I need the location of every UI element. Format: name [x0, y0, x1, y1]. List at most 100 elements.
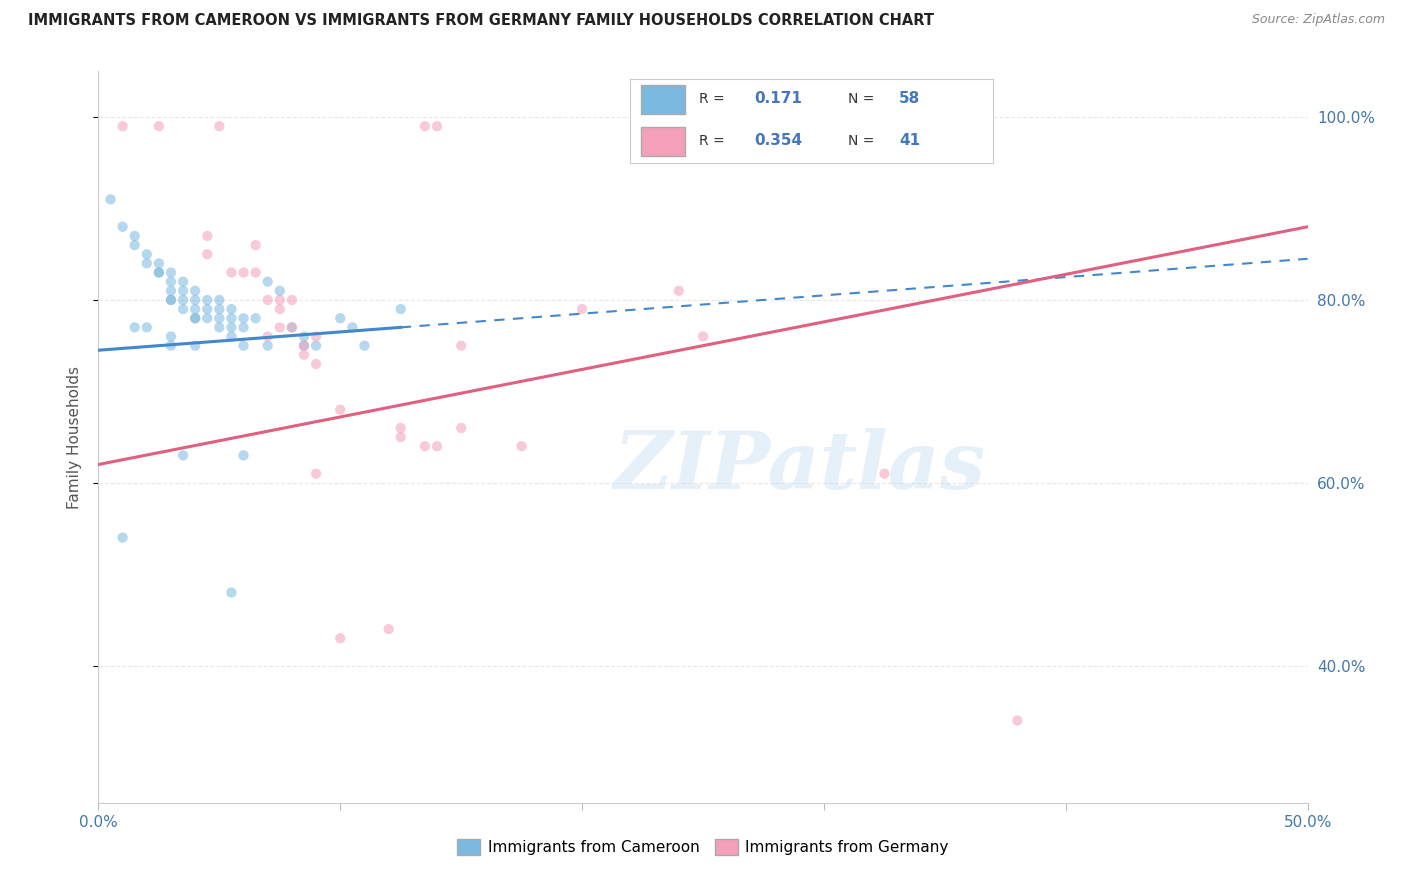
Point: [305, 339, 328, 353]
Point: [124, 320, 146, 334]
Point: [668, 284, 690, 298]
Point: [292, 329, 315, 343]
Point: [292, 339, 315, 353]
Point: [184, 311, 207, 326]
Point: [256, 275, 278, 289]
Point: [232, 449, 254, 463]
Point: [269, 320, 291, 334]
Point: [172, 275, 194, 289]
Point: [148, 266, 170, 280]
Point: [184, 311, 207, 326]
Point: [195, 301, 218, 317]
Point: [208, 293, 231, 307]
Point: [256, 329, 278, 343]
Point: [232, 266, 254, 280]
Point: [668, 120, 690, 134]
Point: [232, 320, 254, 334]
Point: [184, 301, 207, 317]
Point: [269, 284, 291, 298]
Point: [1007, 714, 1029, 728]
Point: [377, 622, 399, 636]
Point: [353, 339, 375, 353]
Point: [148, 120, 170, 134]
Point: [413, 120, 436, 134]
Point: [160, 266, 183, 280]
Point: [245, 238, 267, 252]
Y-axis label: Family Households: Family Households: [67, 366, 83, 508]
Point: [281, 320, 304, 334]
Point: [957, 120, 980, 134]
Point: [148, 256, 170, 270]
Point: [389, 430, 412, 444]
Point: [184, 339, 207, 353]
Text: ZIPatlas: ZIPatlas: [613, 427, 986, 505]
Point: [172, 293, 194, 307]
Point: [124, 238, 146, 252]
Point: [100, 193, 122, 207]
Point: [571, 301, 593, 317]
Point: [111, 120, 134, 134]
Point: [269, 293, 291, 307]
Point: [184, 293, 207, 307]
Text: Source: ZipAtlas.com: Source: ZipAtlas.com: [1251, 13, 1385, 27]
Point: [256, 293, 278, 307]
Point: [124, 228, 146, 243]
Point: [195, 247, 218, 261]
Point: [160, 275, 183, 289]
Point: [873, 467, 896, 481]
Point: [172, 449, 194, 463]
Point: [292, 348, 315, 362]
Point: [195, 311, 218, 326]
Point: [329, 311, 352, 326]
Point: [160, 293, 183, 307]
Point: [389, 421, 412, 435]
Point: [208, 301, 231, 317]
Point: [135, 320, 157, 334]
Point: [208, 311, 231, 326]
Point: [208, 320, 231, 334]
Point: [305, 357, 328, 371]
Point: [305, 329, 328, 343]
Legend: Immigrants from Cameroon, Immigrants from Germany: Immigrants from Cameroon, Immigrants fro…: [451, 833, 955, 861]
Point: [245, 266, 267, 280]
Point: [221, 311, 243, 326]
Point: [281, 320, 304, 334]
Point: [111, 219, 134, 234]
Point: [256, 339, 278, 353]
Point: [426, 439, 449, 453]
Point: [221, 320, 243, 334]
Point: [281, 293, 304, 307]
Text: IMMIGRANTS FROM CAMEROON VS IMMIGRANTS FROM GERMANY FAMILY HOUSEHOLDS CORRELATIO: IMMIGRANTS FROM CAMEROON VS IMMIGRANTS F…: [28, 13, 934, 29]
Point: [208, 120, 231, 134]
Point: [413, 439, 436, 453]
Point: [172, 284, 194, 298]
Point: [148, 266, 170, 280]
Point: [426, 120, 449, 134]
Point: [160, 293, 183, 307]
Point: [221, 329, 243, 343]
Point: [135, 256, 157, 270]
Point: [329, 402, 352, 417]
Point: [160, 284, 183, 298]
Point: [160, 329, 183, 343]
Point: [450, 339, 472, 353]
Point: [329, 632, 352, 646]
Point: [232, 339, 254, 353]
Point: [305, 467, 328, 481]
Point: [245, 311, 267, 326]
Point: [172, 301, 194, 317]
Point: [160, 339, 183, 353]
Point: [692, 329, 714, 343]
Point: [135, 247, 157, 261]
Point: [450, 421, 472, 435]
Point: [389, 301, 412, 317]
Point: [195, 293, 218, 307]
Point: [342, 320, 364, 334]
Point: [184, 284, 207, 298]
Point: [232, 311, 254, 326]
Point: [221, 266, 243, 280]
Point: [111, 531, 134, 545]
Point: [269, 301, 291, 317]
Point: [221, 585, 243, 599]
Point: [221, 301, 243, 317]
